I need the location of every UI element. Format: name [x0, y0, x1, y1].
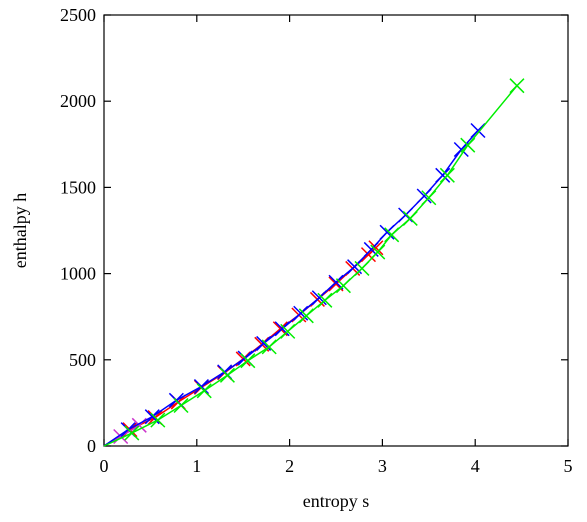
- x-tick-label: 3: [378, 456, 387, 476]
- y-tick-label: 1000: [60, 264, 96, 284]
- x-tick-label: 5: [564, 456, 573, 476]
- y-axis-title: enthalpy h: [10, 193, 30, 268]
- x-tick-label: 1: [192, 456, 201, 476]
- plot-area: [104, 15, 568, 446]
- x-tick-label: 0: [100, 456, 109, 476]
- y-tick-label: 2000: [60, 91, 96, 111]
- x-axis-title: entropy s: [303, 491, 370, 511]
- y-tick-label: 1500: [60, 177, 96, 197]
- x-tick-label: 4: [471, 456, 480, 476]
- y-tick-label: 2500: [60, 5, 96, 25]
- y-tick-label: 0: [87, 436, 96, 456]
- y-tick-label: 500: [69, 350, 96, 370]
- x-tick-label: 2: [285, 456, 294, 476]
